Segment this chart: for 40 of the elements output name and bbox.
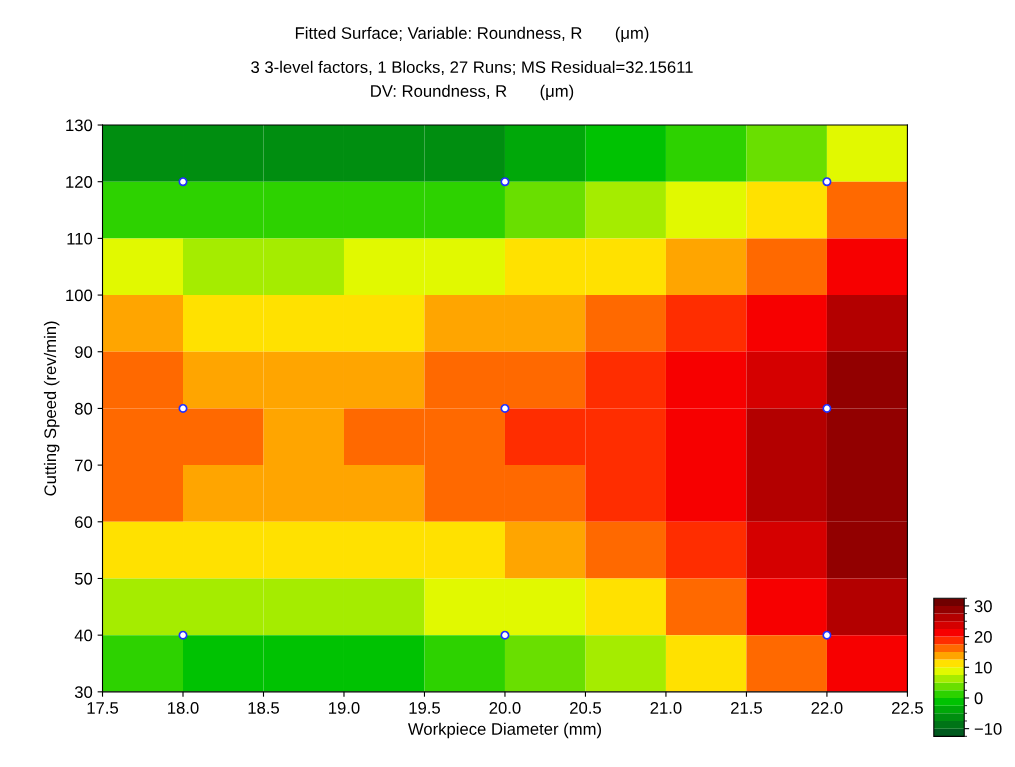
x-tick-label: 21.5 (731, 702, 762, 714)
point (500, 403, 510, 413)
point (500, 630, 510, 640)
y-tick-label: 110 (67, 232, 93, 245)
y-tick-label: 50 (74, 572, 93, 585)
x-axis-title: Workpiece Diameter (mm) (407, 722, 602, 739)
x-tick-label: 22.0 (811, 702, 843, 714)
x-tick-label: 18.0 (168, 702, 199, 714)
chart-subtitle: 3 3-level factors, 1 Blocks, 27 Runs; MS Residual=32.15611 DV: Roundness, R (μm) (251, 60, 693, 101)
chart-title: Fitted Surface; Variable: Roundness, R (μm) (295, 26, 649, 43)
x-tick-label: 19.0 (329, 702, 360, 714)
point (178, 630, 188, 640)
y-tick-label: 100 (66, 289, 93, 302)
point (178, 403, 188, 413)
x-tick-label: 20.5 (570, 702, 601, 714)
y-tick-label: 90 (75, 346, 93, 358)
color-bar-label: 0 (974, 692, 983, 705)
x-tick-label: 21.0 (650, 702, 682, 714)
point (822, 177, 832, 187)
x-tick-label: 18.5 (248, 702, 280, 714)
color-bar-label: 20 (974, 631, 992, 643)
color-bar-label: 30 (974, 600, 992, 613)
point (822, 630, 832, 640)
point (500, 177, 510, 187)
y-tick-label: 30 (74, 686, 93, 699)
y-tick-label: 40 (74, 629, 93, 642)
y-tick-label: 60 (75, 516, 93, 528)
y-tick-label: 70 (75, 459, 93, 472)
x-tick-label: 17.5 (87, 702, 119, 714)
y-tick-label: 120 (66, 176, 93, 188)
x-tick-label: 20.0 (489, 702, 521, 714)
x-tick-label: 22.5 (892, 702, 923, 714)
y-tick-label: 80 (74, 402, 93, 415)
y-tick-label: 130 (66, 119, 93, 132)
y-axis-title: Cutting Speed (rev/min) (43, 321, 60, 496)
point (822, 403, 832, 413)
color-bar-label: 10 (975, 661, 992, 674)
x-tick-label: 19.5 (409, 702, 440, 714)
color-bar-label: −10 (974, 723, 1002, 735)
point (178, 177, 188, 187)
